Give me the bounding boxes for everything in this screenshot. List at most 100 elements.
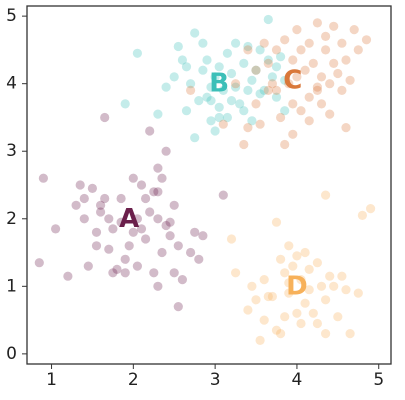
point-b-21 <box>222 112 232 123</box>
point-d-38 <box>321 190 331 200</box>
point-b-3 <box>169 72 179 82</box>
point-c-12 <box>271 45 282 55</box>
point-a-27 <box>136 224 147 234</box>
point-d-13 <box>280 268 290 278</box>
point-c-19 <box>296 45 306 55</box>
point-a-43 <box>169 268 179 278</box>
point-d-32 <box>337 271 347 281</box>
point-c-6 <box>251 99 261 109</box>
point-b-10 <box>198 65 208 75</box>
point-c-37 <box>337 85 347 95</box>
point-d-41 <box>263 291 273 302</box>
point-d-17 <box>292 251 302 261</box>
point-d-2 <box>243 305 253 315</box>
point-a-52 <box>128 227 138 237</box>
point-b-18 <box>214 102 224 112</box>
cluster-label-b: B <box>209 69 229 99</box>
x-tick-label: 2 <box>128 370 139 390</box>
point-a-2 <box>51 224 61 234</box>
point-c-23 <box>304 38 314 48</box>
point-a-41 <box>165 231 175 241</box>
point-a-26 <box>132 214 142 224</box>
point-a-51 <box>218 190 228 200</box>
point-a-30 <box>145 207 155 217</box>
point-c-5 <box>251 65 261 75</box>
point-b-43 <box>206 96 216 106</box>
point-b-9 <box>194 96 204 106</box>
point-b-49 <box>243 41 253 52</box>
point-a-54 <box>136 180 147 190</box>
point-d-39 <box>276 329 286 339</box>
point-a-4 <box>71 200 81 210</box>
point-b-19 <box>218 85 228 95</box>
point-b-30 <box>247 116 257 126</box>
point-a-57 <box>153 281 163 291</box>
point-b-42 <box>280 75 290 85</box>
point-a-31 <box>145 126 155 136</box>
point-d-18 <box>292 308 302 318</box>
point-d-9 <box>271 217 282 227</box>
point-b-31 <box>251 65 261 75</box>
point-b-41 <box>280 106 290 116</box>
point-b-14 <box>206 116 216 126</box>
point-d-16 <box>288 261 298 271</box>
point-a-14 <box>100 112 110 123</box>
y-tick-label: 2 <box>6 209 17 229</box>
point-d-23 <box>304 285 314 295</box>
point-b-12 <box>202 92 212 102</box>
point-c-8 <box>259 38 269 48</box>
point-b-29 <box>247 75 257 85</box>
point-d-24 <box>308 308 318 318</box>
point-b-45 <box>161 82 171 92</box>
point-b-2 <box>153 109 163 119</box>
point-a-3 <box>63 271 73 281</box>
point-d-11 <box>276 254 286 264</box>
point-d-33 <box>341 285 351 295</box>
point-a-23 <box>124 241 134 251</box>
point-c-2 <box>231 79 241 89</box>
point-d-25 <box>312 258 322 268</box>
point-c-42 <box>353 45 363 55</box>
point-c-11 <box>267 79 277 89</box>
point-a-6 <box>79 193 89 204</box>
point-a-50 <box>198 231 208 241</box>
point-c-0 <box>186 85 196 95</box>
points-layer <box>34 14 376 345</box>
point-a-5 <box>75 180 85 190</box>
point-b-35 <box>263 14 273 25</box>
point-b-48 <box>181 62 192 72</box>
point-c-35 <box>333 68 343 79</box>
cluster-label-c: C <box>283 65 302 95</box>
y-tick-label: 0 <box>6 344 17 364</box>
point-c-26 <box>312 82 322 92</box>
point-c-20 <box>296 106 306 116</box>
y-axis-ticks: 0 1 2 3 4 5 <box>6 6 27 364</box>
y-tick-label: 1 <box>6 276 17 296</box>
point-d-29 <box>325 271 335 281</box>
point-c-30 <box>321 45 331 55</box>
point-c-34 <box>329 58 339 68</box>
point-b-26 <box>239 58 249 68</box>
point-b-37 <box>267 72 277 82</box>
point-d-6 <box>259 315 269 325</box>
point-a-37 <box>157 173 167 183</box>
point-c-14 <box>280 35 290 45</box>
point-d-19 <box>296 275 306 285</box>
point-d-22 <box>304 264 314 274</box>
point-d-3 <box>247 281 257 291</box>
point-c-3 <box>239 139 249 150</box>
point-b-33 <box>255 45 265 55</box>
x-tick-label: 3 <box>210 370 221 390</box>
point-a-39 <box>161 146 171 156</box>
point-c-48 <box>304 116 314 126</box>
point-a-18 <box>112 264 122 274</box>
point-b-22 <box>226 68 237 79</box>
point-b-47 <box>226 96 237 106</box>
point-b-24 <box>231 38 241 48</box>
point-a-12 <box>96 207 106 217</box>
point-b-20 <box>222 48 232 58</box>
cluster-labels-layer: A B C D <box>119 65 308 301</box>
point-a-56 <box>100 193 110 204</box>
point-a-10 <box>91 227 102 237</box>
